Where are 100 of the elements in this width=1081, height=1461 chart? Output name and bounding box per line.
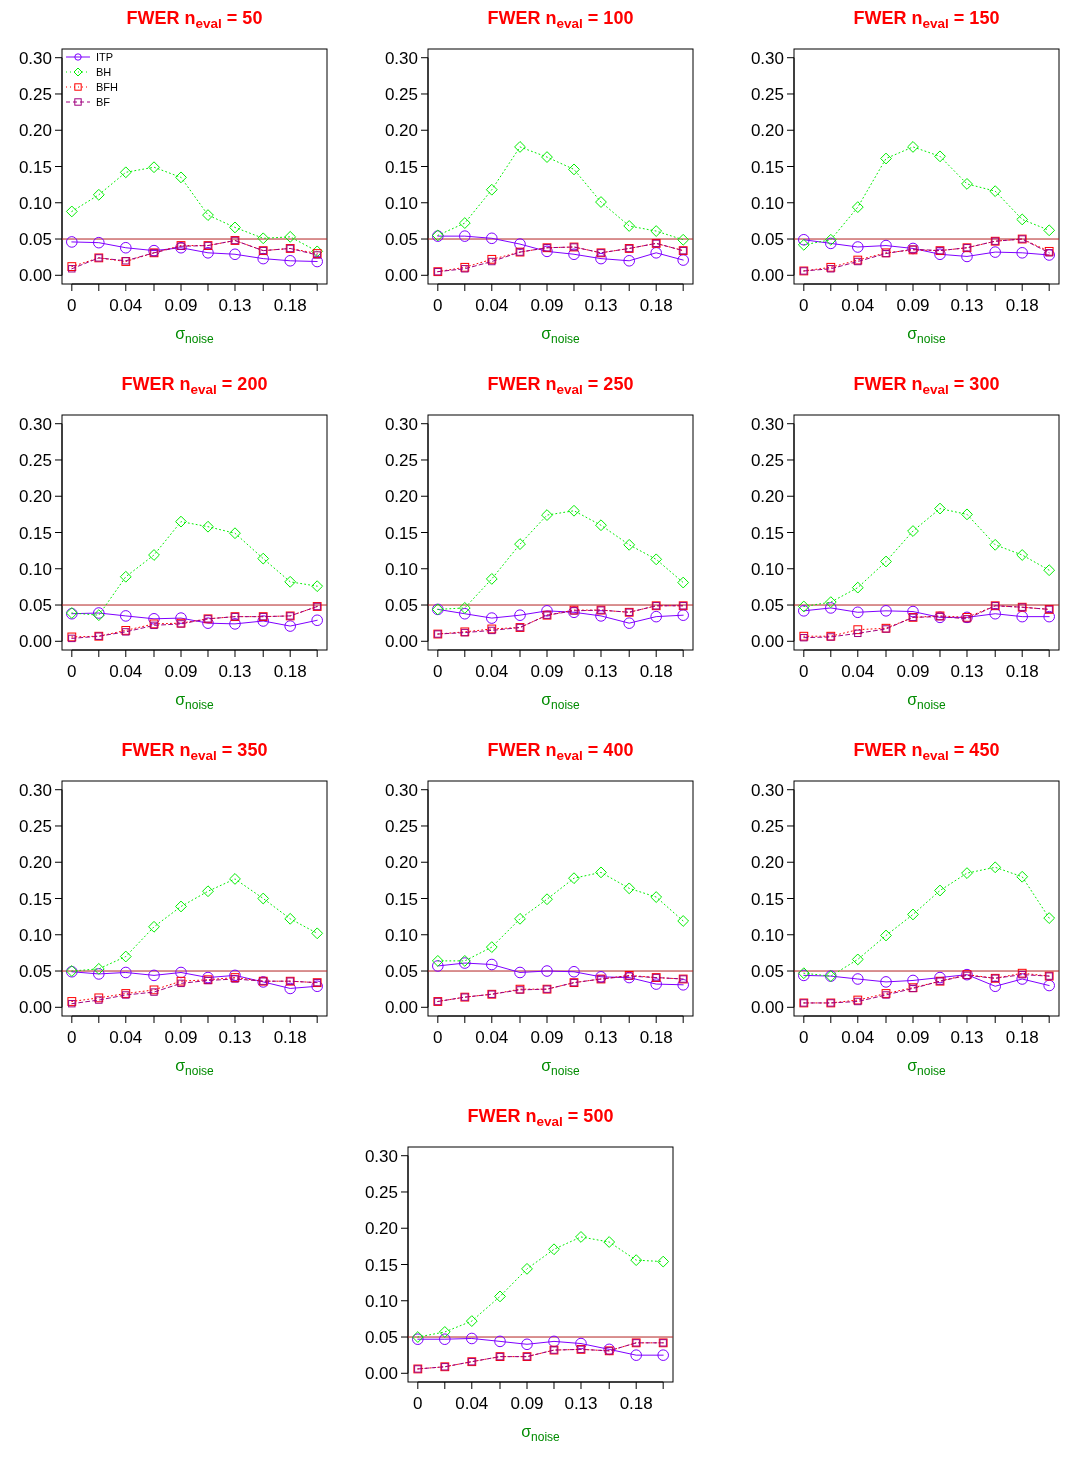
point	[851, 953, 864, 966]
y-tick-label: 0.20	[750, 487, 784, 507]
chart-title: FWER n$_{eval}$ = 450	[853, 740, 1000, 764]
y-tick-label: 0.00	[364, 1364, 398, 1384]
point	[92, 962, 105, 975]
y-tick-label: 0.30	[384, 780, 418, 800]
y-tick-label: 0.15	[364, 1255, 398, 1275]
y-tick-label: 0.30	[384, 414, 418, 434]
x-tick-label: 0.13	[564, 1394, 598, 1413]
point	[989, 185, 1002, 198]
point	[825, 237, 837, 250]
y-tick-label: 0.00	[18, 632, 52, 652]
point	[568, 504, 580, 517]
legend-label: BH	[96, 66, 112, 78]
point	[458, 602, 471, 614]
y-tick-label: 0.10	[18, 559, 52, 579]
y-tick-label: 0.05	[18, 596, 52, 616]
y-tick-label: 0.20	[384, 487, 418, 507]
x-tick-label: 0.18	[273, 662, 307, 681]
x-tick-label: 0.18	[1005, 662, 1039, 681]
x-tick-label: 0.18	[639, 296, 673, 315]
y-tick-label: 0.30	[750, 780, 784, 800]
point	[677, 576, 690, 589]
x-axis-title: σ$_{noise}$	[907, 1057, 947, 1078]
point	[148, 613, 160, 625]
point	[311, 614, 323, 627]
y-tick-label: 0.10	[384, 925, 418, 945]
point	[120, 966, 132, 979]
point	[485, 941, 498, 953]
point	[1043, 610, 1055, 623]
y-tick-label: 0.25	[750, 84, 784, 104]
point	[284, 912, 297, 925]
point	[202, 247, 214, 259]
y-tick-label: 0.00	[18, 266, 52, 286]
y-tick-label: 0.25	[18, 84, 52, 104]
y-tick-label: 0.30	[18, 780, 52, 800]
point	[119, 570, 132, 583]
chart-title: FWER n$_{eval}$ = 400	[487, 740, 634, 764]
x-tick-label: 0.04	[455, 1394, 489, 1413]
point	[623, 882, 636, 895]
x-tick-label: 0.18	[639, 662, 673, 681]
y-tick-label: 0.30	[18, 48, 52, 68]
point	[1043, 224, 1056, 237]
y-tick-label: 0.20	[18, 853, 52, 873]
point	[824, 233, 837, 246]
point	[486, 232, 498, 245]
point	[825, 602, 837, 614]
point	[880, 152, 892, 165]
point	[880, 605, 892, 617]
x-axis-title: σ$_{noise}$	[521, 1423, 561, 1444]
chart-title: FWER n$_{eval}$ = 50	[126, 8, 263, 32]
x-axis-title: σ$_{noise}$	[175, 691, 215, 712]
point	[961, 508, 973, 521]
y-tick-label: 0.15	[18, 157, 52, 177]
point	[229, 618, 241, 630]
point	[175, 966, 187, 979]
point	[514, 609, 526, 621]
point	[630, 1254, 643, 1267]
point	[541, 893, 553, 906]
chart-title: FWER n$_{eval}$ = 300	[853, 374, 1000, 398]
point	[229, 221, 241, 234]
point	[202, 617, 214, 629]
point	[284, 230, 297, 243]
x-tick-label: 0.18	[639, 1028, 673, 1047]
x-axis-title: σ$_{noise}$	[541, 325, 581, 346]
point	[657, 1349, 669, 1361]
point	[989, 861, 1002, 874]
y-tick-label: 0.05	[750, 230, 784, 250]
y-tick-label: 0.00	[384, 998, 418, 1018]
point	[854, 629, 862, 638]
y-tick-label: 0.25	[384, 84, 418, 104]
y-tick-label: 0.20	[750, 121, 784, 141]
y-tick-label: 0.05	[364, 1328, 398, 1348]
x-tick-label: 0	[799, 296, 809, 315]
y-tick-label: 0.05	[384, 230, 418, 250]
point	[541, 605, 553, 617]
point	[485, 183, 498, 196]
point	[934, 884, 946, 897]
point	[541, 509, 553, 521]
point	[989, 538, 1002, 551]
point	[798, 233, 810, 246]
point	[650, 553, 663, 566]
point	[521, 1262, 533, 1275]
point	[1043, 979, 1055, 992]
point	[541, 151, 553, 163]
chart-title: FWER n$_{eval}$ = 250	[487, 374, 634, 398]
point	[541, 965, 553, 977]
point	[934, 971, 946, 984]
y-tick-label: 0.15	[384, 889, 418, 909]
point	[514, 238, 526, 250]
y-tick-label: 0.20	[18, 487, 52, 507]
point	[175, 515, 187, 528]
point	[623, 538, 636, 551]
y-tick-label: 0.25	[18, 816, 52, 836]
point	[650, 225, 663, 237]
point	[595, 196, 607, 208]
point	[459, 607, 471, 620]
x-tick-label: 0.13	[950, 296, 984, 315]
chart-title: FWER n$_{eval}$ = 150	[853, 8, 1000, 32]
y-tick-label: 0.30	[750, 414, 784, 434]
